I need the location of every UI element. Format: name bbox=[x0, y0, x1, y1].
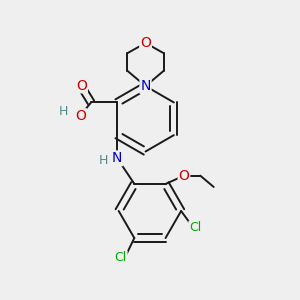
Text: O: O bbox=[75, 109, 86, 123]
Text: O: O bbox=[178, 169, 189, 183]
Text: O: O bbox=[76, 79, 87, 92]
Text: N: N bbox=[112, 151, 122, 165]
Text: Cl: Cl bbox=[115, 251, 127, 264]
Text: Cl: Cl bbox=[189, 221, 202, 235]
Text: O: O bbox=[140, 36, 151, 50]
Text: N: N bbox=[140, 79, 151, 93]
Text: H: H bbox=[99, 154, 109, 167]
Text: H: H bbox=[59, 105, 68, 118]
